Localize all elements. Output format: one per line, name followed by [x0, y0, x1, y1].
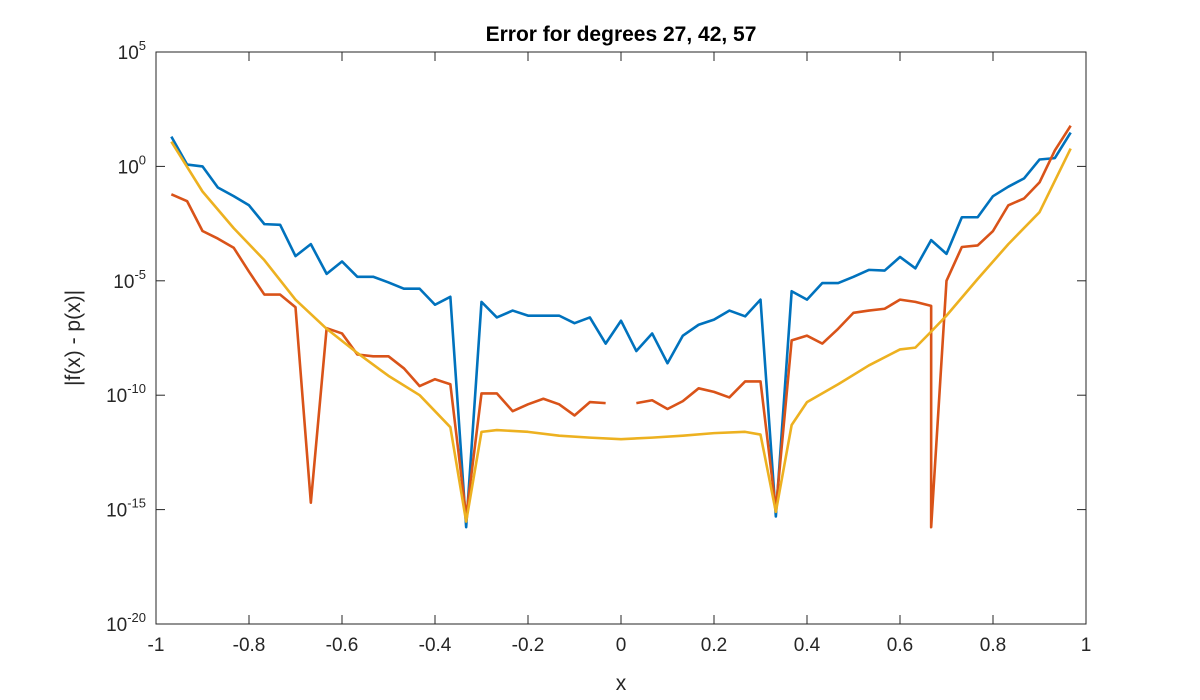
x-tick-label: 0.8	[980, 635, 1006, 656]
series-line	[636, 125, 1072, 529]
y-tick-label: 10-15	[106, 496, 146, 522]
y-tick-label: 100	[118, 152, 146, 178]
series-line	[170, 141, 1072, 523]
series-1	[170, 131, 1072, 529]
y-tick-label: 10-10	[106, 381, 146, 407]
x-tick-label: 0.4	[794, 635, 821, 656]
x-tick-label: -0.6	[326, 635, 359, 656]
x-tick-label: 0.2	[701, 635, 727, 656]
series-layer	[170, 125, 1072, 529]
y-tick-label: 10-5	[113, 267, 146, 293]
y-axis-label: |f(x) - p(x)|	[62, 290, 85, 386]
series-line	[170, 131, 1072, 529]
x-tick-label: -0.2	[512, 635, 545, 656]
x-tick-label: 1	[1081, 635, 1092, 656]
y-tick-label: 10-20	[106, 610, 146, 636]
series-line	[170, 193, 606, 518]
x-ticks: -1 -0.8 -0.6 -0.4 -0.2 0 0.2 0.4 0.6 0.8 1	[148, 52, 1092, 656]
plot-area	[156, 52, 1086, 624]
series-3	[170, 141, 1072, 523]
y-ticks: 10-20 10-15 10-10 10-5 100 105	[106, 38, 1086, 636]
series-2	[170, 125, 1072, 529]
x-tick-label: -0.8	[233, 635, 266, 656]
x-axis-label: x	[616, 672, 627, 695]
x-tick-label: 0.6	[887, 635, 913, 656]
x-tick-label: 0	[616, 635, 627, 656]
x-tick-label: -0.4	[419, 635, 452, 656]
y-tick-label: 105	[118, 38, 146, 64]
chart-title: Error for degrees 27, 42, 57	[486, 23, 757, 46]
x-tick-label: -1	[148, 635, 165, 656]
